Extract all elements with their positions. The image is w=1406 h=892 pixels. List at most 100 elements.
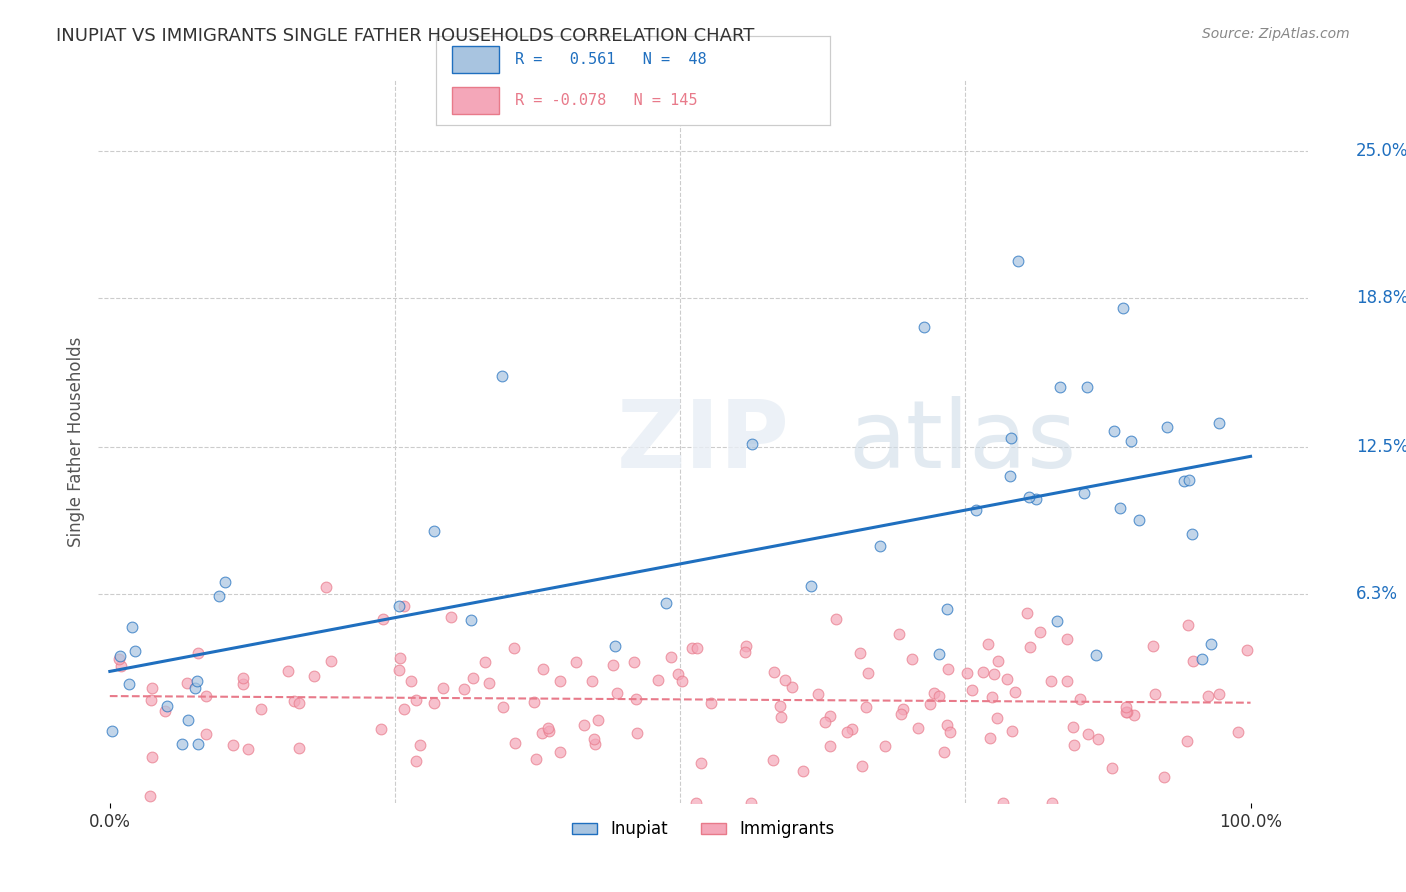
Point: [932, 745, 955, 759]
Point: [1001, 723, 1024, 738]
Point: [524, 752, 547, 766]
Point: [818, 709, 841, 723]
Point: [194, 689, 217, 703]
Point: [315, 580, 337, 594]
Point: [806, 687, 828, 701]
Point: [972, 665, 994, 679]
Text: ZIP: ZIP: [617, 395, 789, 488]
Text: R =   0.561   N =  48: R = 0.561 N = 48: [515, 53, 706, 67]
Point: [762, 665, 785, 679]
Point: [841, 723, 863, 737]
Point: [987, 654, 1010, 668]
Point: [523, 695, 546, 709]
Point: [887, 627, 910, 641]
Point: [440, 610, 463, 624]
Point: [918, 697, 941, 711]
Point: [936, 602, 959, 616]
Point: [1128, 513, 1150, 527]
Point: [409, 738, 432, 752]
Point: [108, 648, 131, 663]
Point: [655, 596, 678, 610]
Point: [172, 737, 194, 751]
Point: [1049, 380, 1071, 394]
FancyBboxPatch shape: [451, 46, 499, 73]
Point: [453, 681, 475, 696]
Point: [775, 673, 797, 688]
Point: [1025, 491, 1047, 506]
Point: [370, 722, 392, 736]
Point: [531, 662, 554, 676]
Point: [156, 698, 179, 713]
Point: [661, 650, 683, 665]
Point: [139, 693, 162, 707]
Point: [1076, 380, 1098, 394]
Point: [912, 319, 935, 334]
Point: [603, 639, 626, 653]
Point: [187, 737, 209, 751]
Point: [825, 612, 848, 626]
Point: [389, 651, 412, 665]
Point: [690, 756, 713, 771]
Point: [371, 612, 394, 626]
Point: [124, 643, 146, 657]
Point: [388, 664, 411, 678]
Point: [891, 702, 914, 716]
Point: [574, 718, 596, 732]
Point: [1191, 651, 1213, 665]
Point: [1056, 632, 1078, 647]
Point: [869, 539, 891, 553]
Point: [110, 659, 132, 673]
Point: [800, 579, 823, 593]
Point: [478, 675, 501, 690]
Point: [1199, 637, 1222, 651]
Point: [141, 749, 163, 764]
Point: [681, 640, 703, 655]
Point: [986, 711, 1008, 725]
Point: [890, 706, 912, 721]
Point: [232, 677, 254, 691]
Point: [583, 737, 606, 751]
Point: [1102, 424, 1125, 438]
Point: [769, 698, 792, 713]
Point: [1007, 254, 1029, 268]
Point: [995, 673, 1018, 687]
Point: [998, 469, 1021, 483]
Point: [1182, 654, 1205, 668]
Point: [392, 702, 415, 716]
Point: [1004, 685, 1026, 699]
Point: [922, 686, 945, 700]
Point: [405, 754, 427, 768]
Point: [1177, 474, 1199, 488]
Point: [1173, 474, 1195, 488]
Point: [1227, 724, 1250, 739]
Point: [392, 599, 415, 614]
Point: [1029, 625, 1052, 640]
Point: [686, 641, 709, 656]
Point: [1046, 615, 1069, 629]
Point: [586, 714, 609, 728]
Text: 18.8%: 18.8%: [1355, 289, 1406, 307]
Point: [405, 692, 427, 706]
Point: [581, 673, 603, 688]
Point: [818, 739, 841, 753]
Point: [1063, 739, 1085, 753]
Point: [1015, 606, 1038, 620]
Point: [901, 652, 924, 666]
Point: [1181, 527, 1204, 541]
Point: [491, 369, 513, 384]
Point: [851, 759, 873, 773]
Point: [423, 696, 446, 710]
Point: [177, 713, 200, 727]
Point: [849, 646, 872, 660]
Point: [537, 721, 560, 735]
Point: [606, 686, 628, 700]
Point: [1177, 618, 1199, 632]
Point: [184, 681, 207, 695]
Point: [492, 699, 515, 714]
Point: [977, 637, 1000, 651]
Point: [855, 700, 877, 714]
Point: [107, 652, 129, 666]
Point: [399, 673, 422, 688]
Point: [221, 738, 243, 752]
Point: [388, 599, 411, 613]
